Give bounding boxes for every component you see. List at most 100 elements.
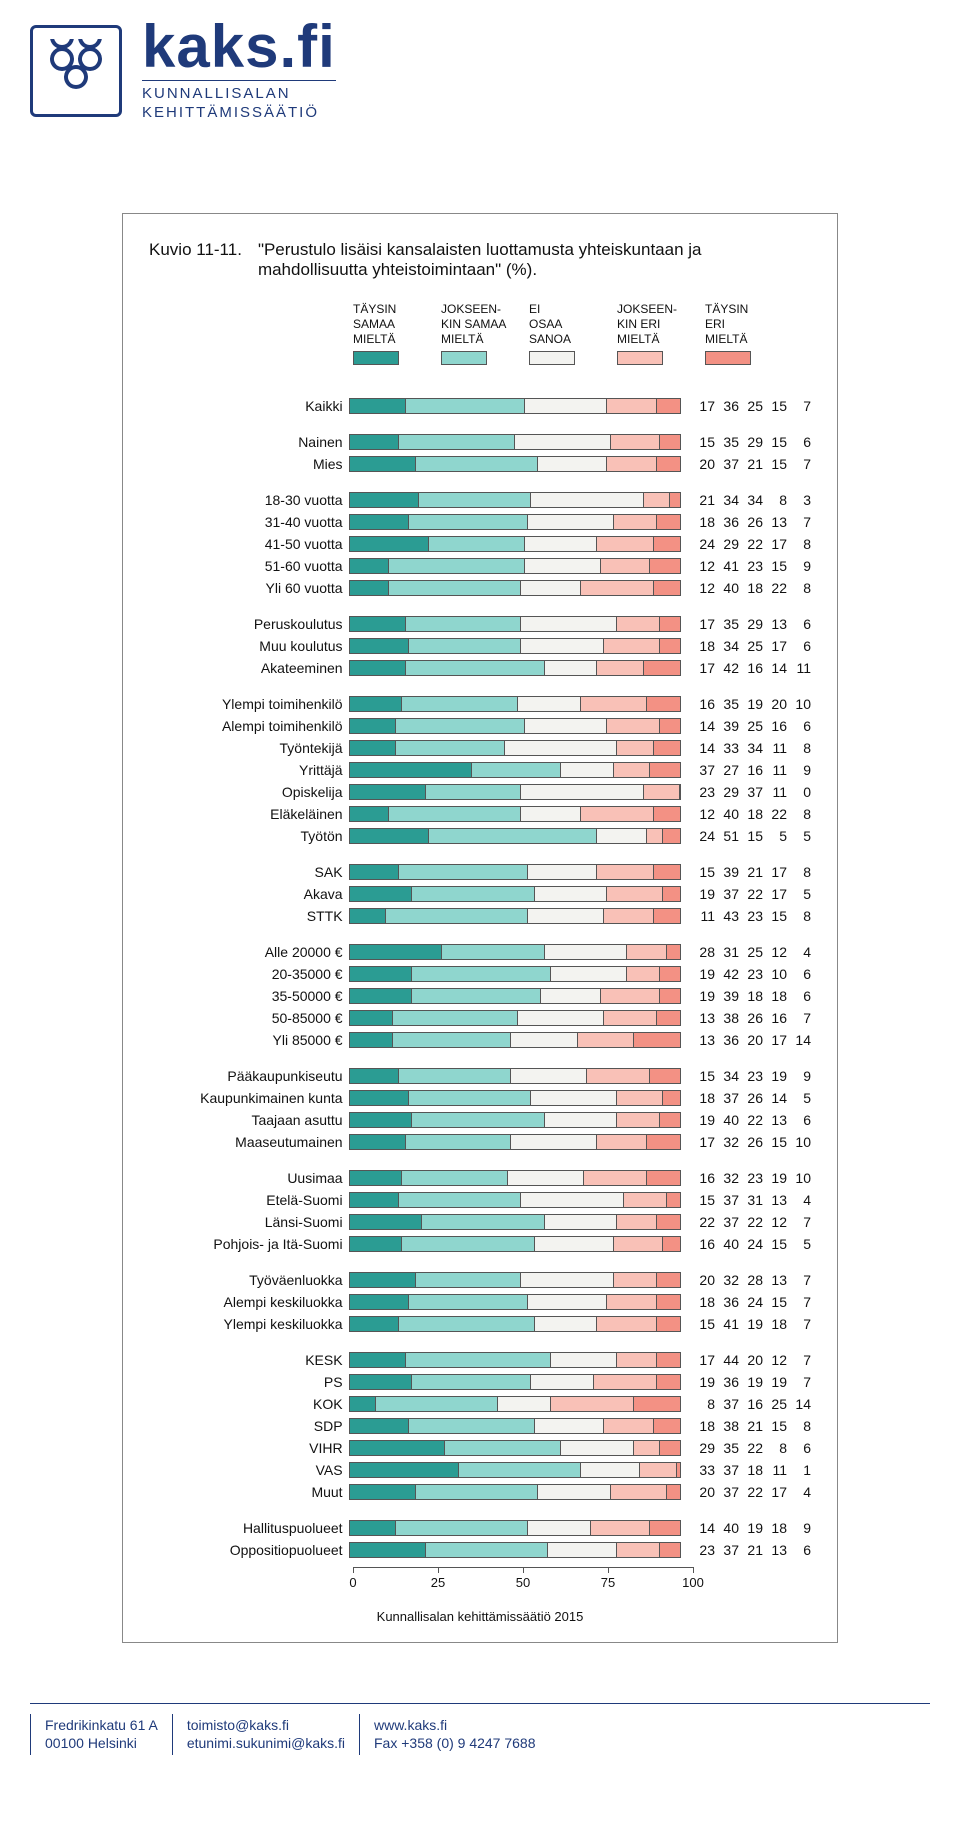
row-value: 5 xyxy=(787,828,811,844)
row-group: Kaikki173625157 xyxy=(149,395,811,417)
row-value: 24 xyxy=(691,536,715,552)
row-label: Ylempi toimihenkilö xyxy=(149,696,349,712)
bar-track xyxy=(349,988,681,1004)
row-value: 35 xyxy=(715,696,739,712)
chart-row: 31-40 vuotta183626137 xyxy=(149,511,811,533)
bar-segment xyxy=(535,887,608,901)
brand-main: kaks.fi xyxy=(142,20,336,74)
row-value: 13 xyxy=(763,1542,787,1558)
bar-segment xyxy=(654,537,680,551)
bar-segment xyxy=(459,1463,581,1477)
source-line: Kunnallisalan kehittämissäätiö 2015 xyxy=(149,1609,811,1624)
bar-segment xyxy=(350,1419,409,1433)
row-value: 15 xyxy=(691,434,715,450)
row-value: 14 xyxy=(691,1520,715,1536)
chart-row: Alle 20000 €283125124 xyxy=(149,941,811,963)
row-value: 34 xyxy=(739,492,763,508)
legend-label: MIELTÄ xyxy=(441,332,483,347)
row-value: 17 xyxy=(691,398,715,414)
row-value: 3 xyxy=(787,492,811,508)
bar-segment xyxy=(350,967,413,981)
bar-segment xyxy=(350,617,406,631)
row-value: 11 xyxy=(787,660,811,676)
row-value: 12 xyxy=(763,1352,787,1368)
row-value: 25 xyxy=(763,1396,787,1412)
axis-tick-label: 0 xyxy=(349,1575,356,1590)
legend-label: KIN SAMAA xyxy=(441,317,506,332)
row-values: 183624157 xyxy=(691,1294,811,1310)
brand-sub1: KUNNALLISALAN xyxy=(142,85,336,104)
chart-row: Pääkaupunkiseutu153423199 xyxy=(149,1065,811,1087)
row-value: 20 xyxy=(739,1352,763,1368)
chart-row: Työväenluokka203228137 xyxy=(149,1269,811,1291)
row-value: 8 xyxy=(787,806,811,822)
bar-track xyxy=(349,434,681,450)
row-label: SAK xyxy=(149,864,349,880)
row-value: 11 xyxy=(763,762,787,778)
row-value: 19 xyxy=(691,1112,715,1128)
row-value: 36 xyxy=(715,514,739,530)
row-value: 51 xyxy=(715,828,739,844)
bar-segment xyxy=(604,639,660,653)
row-values: 153921178 xyxy=(691,864,811,880)
row-values: 174420127 xyxy=(691,1352,811,1368)
row-values: 203228137 xyxy=(691,1272,811,1288)
bar-segment xyxy=(402,1237,534,1251)
bar-track xyxy=(349,1010,681,1026)
row-value: 5 xyxy=(787,1090,811,1106)
row-value: 26 xyxy=(739,1134,763,1150)
bar-segment xyxy=(498,1397,551,1411)
legend-swatch xyxy=(441,351,487,365)
row-value: 16 xyxy=(691,1170,715,1186)
row-values: 124123159 xyxy=(691,558,811,574)
chart-row: 51-60 vuotta124123159 xyxy=(149,555,811,577)
row-label: Työntekijä xyxy=(149,740,349,756)
row-value: 18 xyxy=(691,1294,715,1310)
row-value: 16 xyxy=(763,718,787,734)
chart-row: 41-50 vuotta242922178 xyxy=(149,533,811,555)
legend-label: JOKSEEN- xyxy=(441,302,501,317)
row-value: 17 xyxy=(763,864,787,880)
bar-segment xyxy=(548,1543,617,1557)
row-label: Etelä-Suomi xyxy=(149,1192,349,1208)
chart-row: 50-85000 €133826167 xyxy=(149,1007,811,1029)
bar-segment xyxy=(617,617,660,631)
bar-segment xyxy=(350,1273,416,1287)
chart-row: Akateeminen1742161411 xyxy=(149,657,811,679)
row-value: 11 xyxy=(691,908,715,924)
title-row: Kuvio 11-11. "Perustulo lisäisi kansalai… xyxy=(149,240,811,280)
row-label: 41-50 vuotta xyxy=(149,536,349,552)
row-value: 15 xyxy=(691,1316,715,1332)
legend-swatch xyxy=(529,351,575,365)
row-value: 19 xyxy=(763,1374,787,1390)
chart-row: KOK837162514 xyxy=(149,1393,811,1415)
row-value: 18 xyxy=(739,988,763,1004)
bar-segment xyxy=(521,581,580,595)
row-value: 7 xyxy=(787,1374,811,1390)
bar-segment xyxy=(511,1135,597,1149)
bar-track xyxy=(349,1068,681,1084)
row-value: 23 xyxy=(691,1542,715,1558)
bar-segment xyxy=(409,1091,531,1105)
row-value: 7 xyxy=(787,1214,811,1230)
bar-segment xyxy=(657,1215,680,1229)
bar-segment xyxy=(531,493,643,507)
axis-tick xyxy=(608,1567,609,1573)
bar-segment xyxy=(422,1215,544,1229)
row-value: 6 xyxy=(787,1440,811,1456)
row-value: 18 xyxy=(691,1418,715,1434)
bar-segment xyxy=(350,697,403,711)
row-label: Nainen xyxy=(149,434,349,450)
bar-segment xyxy=(525,399,608,413)
row-value: 8 xyxy=(691,1396,715,1412)
bar-segment xyxy=(604,1011,657,1025)
row-value: 1 xyxy=(787,1462,811,1478)
chart-row: SAK 153921178 xyxy=(149,861,811,883)
bar-segment xyxy=(350,1397,376,1411)
row-values: 1742161411 xyxy=(691,660,811,676)
row-value: 6 xyxy=(787,988,811,1004)
row-value: 26 xyxy=(739,1090,763,1106)
bar-track xyxy=(349,762,681,778)
row-value: 8 xyxy=(787,1418,811,1434)
footer-col-web: www.kaks.fi Fax +358 (0) 9 4247 7688 xyxy=(359,1714,550,1756)
